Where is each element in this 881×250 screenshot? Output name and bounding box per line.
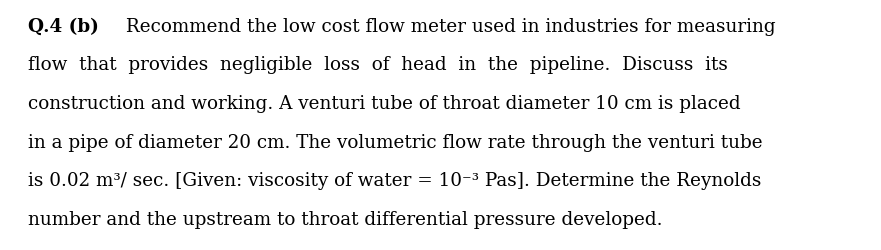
Text: Recommend the low cost flow meter used in industries for measuring: Recommend the low cost flow meter used i…: [120, 18, 775, 36]
Text: number and the upstream to throat differential pressure developed.: number and the upstream to throat differ…: [28, 211, 663, 229]
Text: in a pipe of diameter 20 cm. The volumetric flow rate through the venturi tube: in a pipe of diameter 20 cm. The volumet…: [28, 134, 763, 152]
Text: Q.4 (b): Q.4 (b): [28, 18, 99, 36]
Text: flow  that  provides  negligible  loss  of  head  in  the  pipeline.  Discuss  i: flow that provides negligible loss of he…: [28, 56, 728, 74]
Text: is 0.02 m³/ sec. [Given: viscosity of water = 10⁻³ Pas]. Determine the Reynolds: is 0.02 m³/ sec. [Given: viscosity of wa…: [28, 172, 761, 190]
Text: construction and working. A venturi tube of throat diameter 10 cm is placed: construction and working. A venturi tube…: [28, 95, 741, 113]
